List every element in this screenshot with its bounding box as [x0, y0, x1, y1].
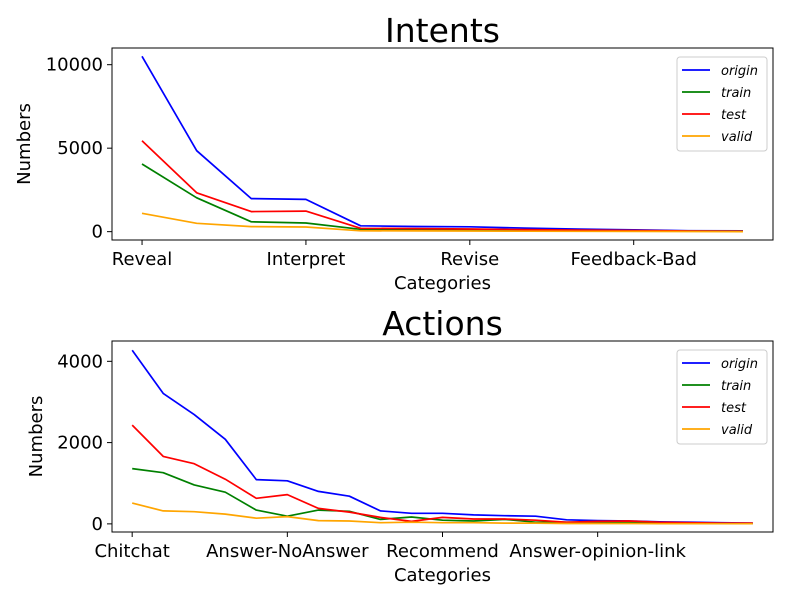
- legend-box: [676, 349, 768, 445]
- x-axis-label: Categories: [394, 565, 491, 586]
- plot-frame: [111, 47, 774, 241]
- y-tick-label: 4000: [57, 351, 103, 372]
- chart-title: Actions: [382, 304, 503, 343]
- series-line-train: [141, 163, 743, 233]
- legend-label-origin: origin: [721, 64, 758, 79]
- x-tick-label: Interpret: [267, 249, 346, 270]
- x-tick-label: Feedback-Bad: [571, 249, 697, 270]
- series-line-valid: [131, 502, 753, 525]
- series-line-valid: [141, 212, 744, 233]
- y-axis-label: Numbers: [26, 396, 47, 478]
- legend-label-valid: valid: [721, 423, 753, 438]
- legend: origin train test valid: [676, 56, 768, 152]
- legend-label-origin: origin: [721, 357, 758, 372]
- y-tick-label: 10000: [46, 55, 103, 76]
- x-tick-label: Revise: [440, 249, 499, 270]
- y-tick-label: 0: [92, 514, 103, 535]
- x-tick-label: Chitchat: [94, 541, 169, 562]
- x-tick-label: Answer-opinion-link: [509, 541, 686, 562]
- y-tick-label: 2000: [57, 433, 103, 454]
- series-line-test: [131, 424, 753, 524]
- y-tick-label: 5000: [57, 138, 103, 159]
- legend-box: [676, 56, 768, 152]
- legend-label-train: train: [721, 379, 751, 394]
- chart-panel-1: Actions 0 2000 4000 Chitchat Answer-NoAnswer R…: [26, 304, 774, 586]
- series-line-test: [141, 140, 744, 233]
- legend-label-test: test: [721, 108, 747, 123]
- legend-label-test: test: [721, 401, 747, 416]
- series-line-train: [132, 467, 753, 525]
- chart-panel-0: Intents 0 5000 10000 Reveal Interpret Revise Fe…: [14, 11, 774, 294]
- x-tick-label: Answer-NoAnswer: [206, 541, 369, 562]
- legend-label-train: train: [721, 86, 751, 101]
- y-tick-label: 0: [92, 222, 103, 243]
- plot-frame: [111, 340, 774, 533]
- legend: origin train test valid: [676, 349, 768, 445]
- x-tick-label: Reveal: [112, 249, 173, 270]
- x-axis-label: Categories: [394, 273, 491, 294]
- chart-title: Intents: [385, 11, 500, 50]
- x-tick-label: Recommend: [386, 541, 499, 562]
- y-axis-label: Numbers: [14, 103, 35, 185]
- legend-label-valid: valid: [721, 130, 753, 145]
- series-line-origin: [131, 349, 753, 524]
